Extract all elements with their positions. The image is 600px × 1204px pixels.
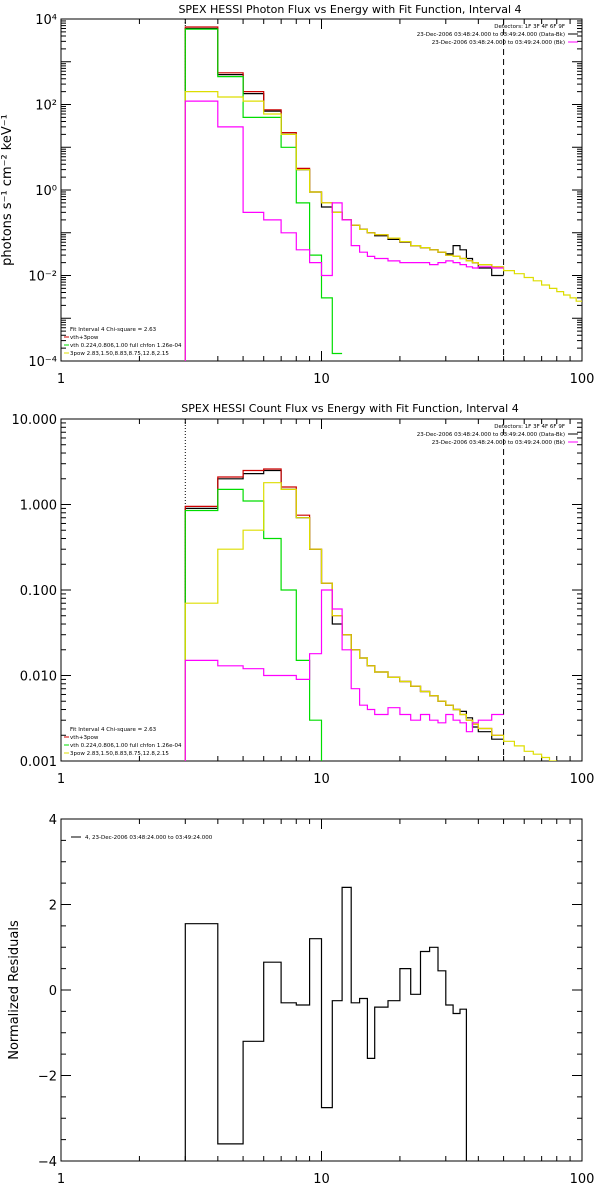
x-tick-label: 10 bbox=[313, 372, 330, 387]
x-tick-label: 1 bbox=[57, 1172, 65, 1187]
legend-entry: 3pow 2.83,1.50,8.83,8.75,12.8,2.15 bbox=[70, 351, 169, 357]
x-tick-label: 10 bbox=[313, 1172, 330, 1187]
series-line bbox=[184, 28, 343, 361]
legend-entry: Detectors: 1F 3F 4F 6F 9F bbox=[494, 424, 565, 430]
x-tick-label: 1 bbox=[57, 772, 65, 787]
legend-entry: vth+3pow bbox=[70, 735, 99, 741]
y-tick-label: 2 bbox=[49, 899, 57, 914]
y-tick-label: 4 bbox=[49, 813, 57, 828]
legend-entry: 23-Dec-2006 03:48:24.000 to 03:49:24.000… bbox=[432, 440, 565, 446]
x-tick-label: 1 bbox=[57, 372, 65, 387]
y-tick-label: 10⁻² bbox=[28, 270, 57, 285]
y-tick-label: 10⁴ bbox=[35, 13, 57, 28]
legend-entry: 23-Dec-2006 03:48:24.000 to 03:49:24.000… bbox=[417, 32, 565, 38]
legend-entry: Detectors: 1F 3F 4F 6F 9F bbox=[494, 24, 565, 30]
y-tick-label: 10⁰ bbox=[35, 184, 57, 199]
legend-entry: 23-Dec-2006 03:48:24.000 to 03:49:24.000… bbox=[432, 40, 565, 46]
count-flux-title: SPEX HESSI Count Flux vs Energy with Fit… bbox=[181, 402, 518, 415]
x-tick-label: 100 bbox=[570, 372, 595, 387]
residuals-panel: Normalized Residuals 1 10 100 −4 −2 0 2 4 4, 23-… bbox=[7, 813, 594, 1187]
series-line bbox=[184, 488, 323, 761]
photon-flux-ylabel: photons s⁻¹ cm⁻² keV⁻¹ bbox=[0, 114, 15, 266]
legend-entry: vth 0.224,0.806,1.00 full chfon 1.26e-04 bbox=[70, 743, 182, 749]
y-tick-label: 0.010 bbox=[20, 670, 57, 685]
legend-entry: 3pow 2.83,1.50,8.83,8.75,12.8,2.15 bbox=[70, 751, 169, 757]
series-line bbox=[184, 27, 504, 361]
series-line bbox=[184, 469, 504, 761]
y-tick-label: −4 bbox=[38, 1155, 57, 1170]
legend-entry: Fit Interval 4 Chi-square = 2.63 bbox=[70, 327, 157, 333]
series-line bbox=[184, 886, 467, 1161]
legend-entry: 23-Dec-2006 03:48:24.000 to 03:49:24.000… bbox=[417, 432, 565, 438]
legend-entry: vth 0.224,0.806,1.00 full chfon 1.26e-04 bbox=[70, 343, 182, 349]
legend-entry: vth+3pow bbox=[70, 335, 99, 341]
x-tick-label: 100 bbox=[570, 1172, 595, 1187]
series-line bbox=[184, 100, 504, 361]
y-tick-label: 10⁻⁴ bbox=[28, 355, 57, 370]
residuals-ylabel: Normalized Residuals bbox=[7, 920, 22, 1060]
photon-flux-panel: SPEX HESSI Photon Flux vs Energy with Fi… bbox=[0, 3, 594, 387]
count-flux-panel: SPEX HESSI Count Flux vs Energy with Fit… bbox=[12, 402, 595, 787]
series-line bbox=[184, 468, 504, 761]
y-tick-label: 10² bbox=[35, 99, 57, 114]
y-tick-label: 1.000 bbox=[20, 499, 57, 514]
series-line bbox=[184, 589, 504, 761]
x-tick-label: 10 bbox=[313, 772, 330, 787]
series-line bbox=[184, 482, 557, 761]
y-tick-label: 0.001 bbox=[20, 755, 57, 770]
y-tick-label: 10.000 bbox=[12, 413, 58, 428]
legend-entry: 4, 23-Dec-2006 03:48:24.000 to 03:49:24.… bbox=[85, 835, 213, 841]
photon-flux-title: SPEX HESSI Photon Flux vs Energy with Fi… bbox=[178, 3, 521, 16]
y-tick-label: 0.100 bbox=[20, 584, 57, 599]
x-tick-label: 100 bbox=[570, 772, 595, 787]
legend-entry: Fit Interval 4 Chi-square = 2.63 bbox=[70, 727, 157, 733]
y-tick-label: 0 bbox=[49, 984, 57, 999]
y-tick-label: −2 bbox=[38, 1070, 57, 1085]
series-line bbox=[184, 91, 582, 361]
